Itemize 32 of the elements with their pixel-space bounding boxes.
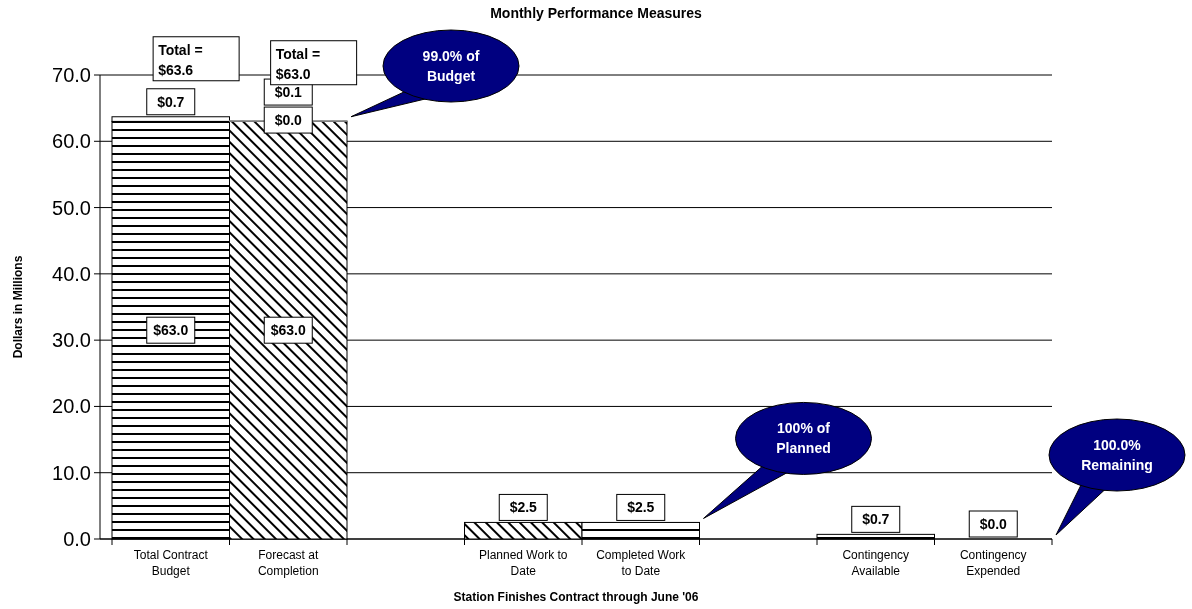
data-label: $2.5 xyxy=(627,499,655,516)
y-tick-label: 30.0 xyxy=(52,329,91,352)
annotation: 99.0% of Budget xyxy=(422,48,480,84)
speech-callout: 100.0% Remaining xyxy=(1048,418,1186,536)
y-tick-label: 50.0 xyxy=(52,196,91,219)
data-label: $0.0 xyxy=(979,516,1008,532)
data-label: $0.7 xyxy=(862,511,890,528)
y-tick-label: 60.0 xyxy=(52,130,91,153)
total-label: Total = $63.0 xyxy=(275,45,321,82)
x-tick-label: Total Contract Budget xyxy=(133,548,209,578)
data-label: $2.5 xyxy=(509,499,538,516)
y-tick-label: 70.0 xyxy=(52,64,91,86)
data-label: $0.0 xyxy=(274,112,303,129)
data-label: $0.7 xyxy=(157,93,185,110)
x-tick-label: Contingency Expended xyxy=(959,548,1027,578)
y-axis-title: Dollars in Millions xyxy=(11,255,25,359)
data-label: $0.1 xyxy=(274,84,303,101)
x-tick-label: Forecast at Completion xyxy=(257,548,319,578)
annotation: 100% of Planned xyxy=(776,420,831,457)
total-label: Total = $63.6 xyxy=(158,41,203,78)
y-tick-label: 10.0 xyxy=(52,461,91,484)
x-tick-label: Completed Work to Date xyxy=(596,548,687,578)
y-tick-label: 40.0 xyxy=(52,262,91,285)
data-label: $63.0 xyxy=(153,322,189,339)
x-tick-label: Planned Work to Date xyxy=(479,548,568,578)
x-tick-label: Contingency Available xyxy=(842,548,910,578)
x-axis-title: Station Finishes Contract through June '06 xyxy=(453,590,699,604)
data-label: $63.0 xyxy=(270,322,306,339)
chart-title: Monthly Performance Measures xyxy=(490,5,703,21)
speech-callout: 99.0% of Budget xyxy=(350,29,520,118)
y-tick-label: 20.0 xyxy=(52,395,91,418)
y-tick-label: 0.0 xyxy=(63,528,91,550)
